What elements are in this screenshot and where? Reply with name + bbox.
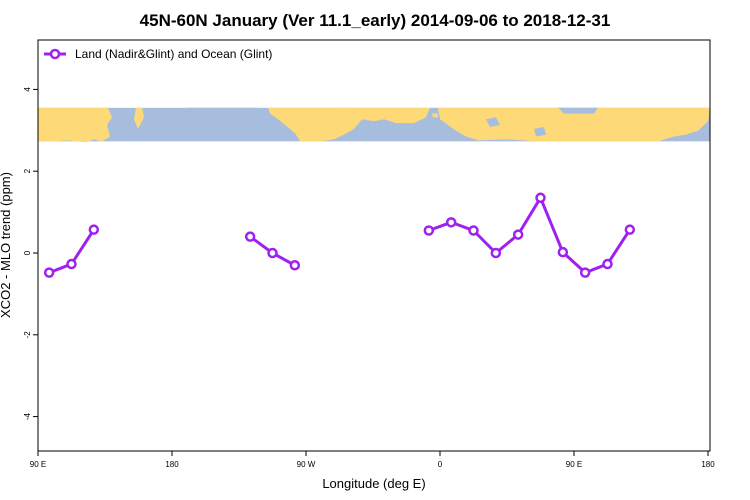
- chart-title: 45N-60N January (Ver 11.1_early) 2014-09…: [140, 11, 611, 30]
- y-tick-label: -2: [23, 331, 32, 339]
- series-layer: [43, 192, 636, 278]
- map-land-0: [38, 107, 112, 143]
- x-tick-label: 90 E: [30, 460, 46, 469]
- map-land-3: [338, 107, 350, 118]
- data-point: [267, 247, 278, 259]
- map-sea-3: [486, 117, 500, 127]
- data-point: [624, 224, 636, 235]
- data-point: [557, 246, 569, 258]
- data-point: [579, 267, 591, 278]
- map-sea-1: [368, 125, 386, 139]
- legend-swatch-marker: [49, 48, 61, 60]
- data-point: [602, 258, 613, 270]
- data-point: [244, 231, 256, 242]
- map-sea-0: [188, 107, 260, 120]
- map-land-1: [134, 107, 144, 129]
- data-point: [490, 247, 502, 259]
- world-map-band: [38, 107, 710, 143]
- series-line: [428, 196, 632, 275]
- map-land-2: [268, 107, 430, 142]
- legend-entry: Land (Nadir&Glint) and Ocean (Glint): [75, 47, 272, 61]
- map-sea-4: [534, 126, 546, 137]
- data-point: [535, 192, 546, 204]
- map-sea-2: [558, 107, 598, 114]
- x-tick-label: 180: [165, 460, 179, 469]
- map-land-5: [432, 113, 438, 118]
- legend: Land (Nadir&Glint) and Ocean (Glint): [44, 47, 272, 61]
- x-tick-label: 90 E: [566, 460, 582, 469]
- y-tick-label: 4: [23, 87, 32, 92]
- data-point: [43, 267, 55, 278]
- plot-frame: [37, 39, 711, 452]
- x-tick-label: 180: [701, 460, 715, 469]
- x-tick-label: 90 W: [297, 460, 316, 469]
- y-axis-label: XCO2 - MLO trend (ppm): [0, 172, 13, 318]
- y-tick-label: -4: [23, 412, 32, 420]
- data-point: [88, 224, 100, 235]
- x-axis-label: Longitude (deg E): [322, 476, 425, 491]
- y-axis: -4 -2 0 2 4: [23, 87, 38, 420]
- map-land-4: [438, 107, 710, 142]
- data-point: [66, 258, 77, 270]
- data-point: [468, 225, 479, 236]
- y-tick-label: 0: [23, 250, 32, 255]
- x-tick-label: 0: [438, 460, 443, 469]
- data-point: [423, 225, 435, 236]
- x-axis: 90 E 180 90 W 0 90 E 180: [30, 451, 715, 469]
- data-point: [512, 229, 524, 240]
- data-point: [289, 260, 301, 271]
- data-point: [445, 217, 457, 228]
- y-tick-label: 2: [23, 168, 32, 173]
